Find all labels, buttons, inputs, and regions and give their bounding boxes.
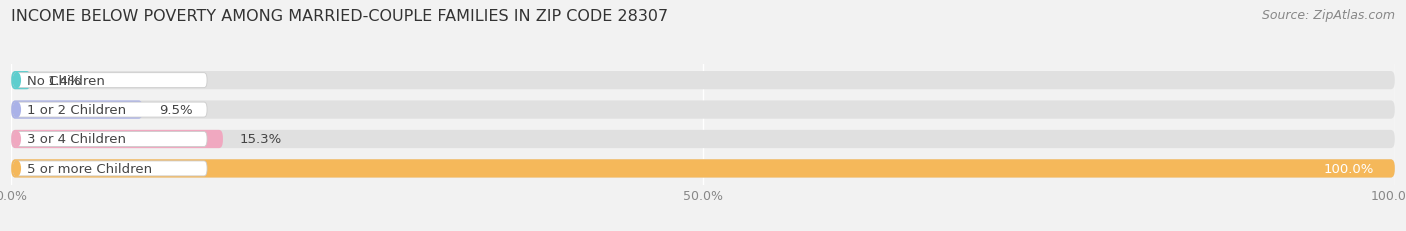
FancyBboxPatch shape: [13, 103, 207, 118]
FancyBboxPatch shape: [11, 130, 224, 149]
Text: Source: ZipAtlas.com: Source: ZipAtlas.com: [1261, 9, 1395, 22]
Text: 1.4%: 1.4%: [48, 74, 80, 87]
FancyBboxPatch shape: [11, 160, 1395, 178]
Circle shape: [13, 161, 20, 176]
FancyBboxPatch shape: [13, 132, 207, 147]
Text: No Children: No Children: [27, 74, 105, 87]
Text: INCOME BELOW POVERTY AMONG MARRIED-COUPLE FAMILIES IN ZIP CODE 28307: INCOME BELOW POVERTY AMONG MARRIED-COUPL…: [11, 9, 668, 24]
FancyBboxPatch shape: [11, 101, 142, 119]
Text: 5 or more Children: 5 or more Children: [27, 162, 152, 175]
Text: 100.0%: 100.0%: [1323, 162, 1374, 175]
FancyBboxPatch shape: [11, 101, 1395, 119]
Text: 9.5%: 9.5%: [159, 104, 193, 117]
Circle shape: [13, 132, 20, 147]
FancyBboxPatch shape: [11, 72, 31, 90]
Text: 15.3%: 15.3%: [239, 133, 281, 146]
Text: 1 or 2 Children: 1 or 2 Children: [27, 104, 127, 117]
FancyBboxPatch shape: [13, 73, 207, 88]
FancyBboxPatch shape: [11, 130, 1395, 149]
Text: 3 or 4 Children: 3 or 4 Children: [27, 133, 127, 146]
Circle shape: [13, 103, 20, 118]
FancyBboxPatch shape: [11, 72, 1395, 90]
Circle shape: [13, 73, 20, 88]
FancyBboxPatch shape: [11, 160, 1395, 178]
FancyBboxPatch shape: [13, 161, 207, 176]
